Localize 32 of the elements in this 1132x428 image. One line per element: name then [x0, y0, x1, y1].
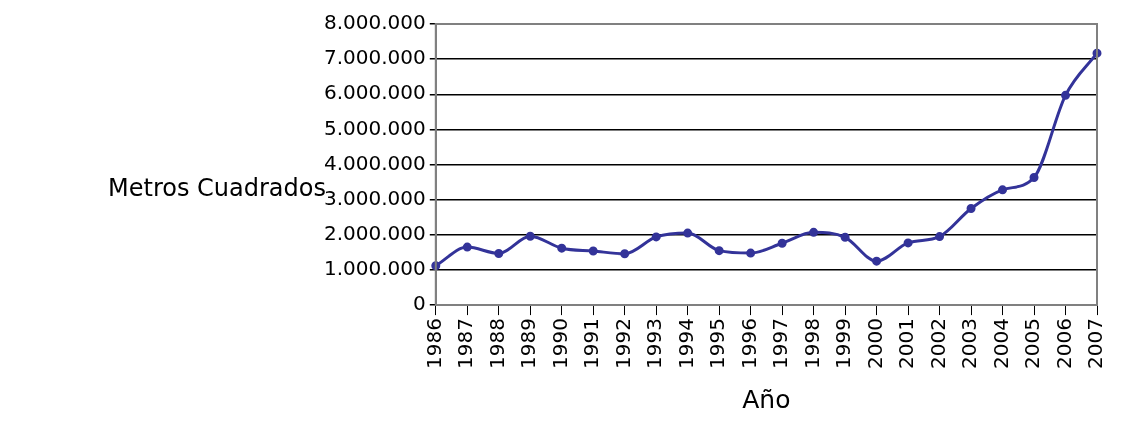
y-tick-label: 8.000.000 [323, 10, 426, 35]
x-tick-label: 2000 [862, 318, 887, 370]
x-tick-label: 1990 [547, 318, 572, 370]
x-tick-label: 1993 [642, 318, 667, 370]
x-tick-label: 2006 [1051, 318, 1076, 370]
y-tick-label: 6.000.000 [323, 80, 426, 105]
x-tick-label: 2004 [988, 318, 1013, 370]
y-axis-title: Metros Cuadrados [108, 174, 326, 202]
x-tick-label: 2007 [1083, 318, 1108, 370]
x-tick-label: 1989 [516, 318, 541, 370]
x-tick-label: 1988 [484, 318, 509, 370]
x-tick-label: 1987 [453, 318, 478, 370]
x-tick-label: 1992 [610, 318, 635, 370]
x-tick-label: 1986 [421, 318, 446, 370]
x-tick-label: 1996 [736, 318, 761, 370]
x-tick-label: 1999 [831, 318, 856, 370]
x-tick-label: 2005 [1020, 318, 1045, 370]
x-tick-label: 1994 [673, 318, 698, 370]
x-axis-title: Año [742, 384, 791, 414]
x-tick-label: 2003 [957, 318, 982, 370]
y-tick-label: 0 [413, 291, 426, 316]
x-tick-label: 1991 [579, 318, 604, 370]
y-tick-label: 1.000.000 [323, 256, 426, 281]
y-tick-label: 7.000.000 [323, 45, 426, 70]
x-tick-label: 2002 [925, 318, 950, 370]
x-tick-label: 1997 [768, 318, 793, 370]
y-tick-label: 4.000.000 [323, 150, 426, 175]
x-tick-label: 1995 [705, 318, 730, 370]
y-tick-label: 2.000.000 [323, 221, 426, 246]
y-tick-label: 5.000.000 [323, 115, 426, 140]
x-tick-label: 2001 [894, 318, 919, 370]
x-tick-label: 1998 [799, 318, 824, 370]
